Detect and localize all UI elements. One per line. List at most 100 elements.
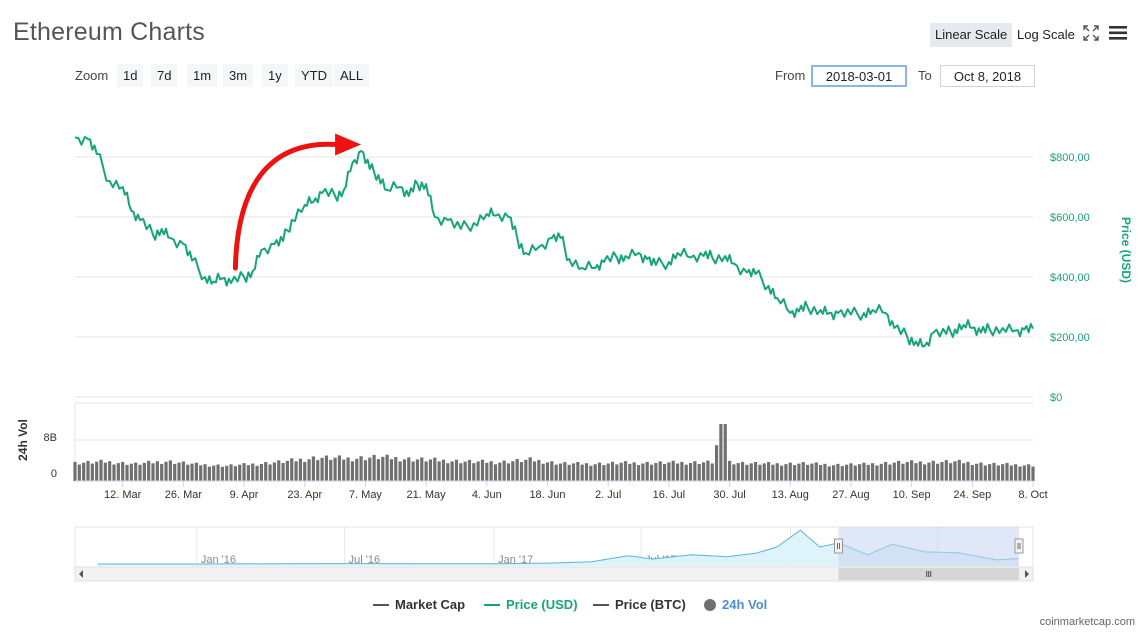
volume-bar	[697, 464, 701, 481]
y-tick-label: $400,00	[1050, 272, 1090, 284]
volume-bar	[424, 461, 428, 481]
volume-bar	[706, 460, 710, 481]
volume-bar	[766, 462, 771, 481]
volume-bar	[962, 463, 966, 481]
zoom-1m-button[interactable]: 1m	[187, 64, 218, 87]
x-tick-label: 30. Jul	[713, 489, 745, 501]
volume-bar	[493, 464, 498, 481]
volume-bar	[108, 461, 112, 481]
volume-bar	[277, 460, 281, 481]
from-date-input[interactable]	[811, 65, 907, 87]
volume-bar	[519, 462, 524, 481]
x-tick-label: 26. Mar	[165, 489, 203, 501]
volume-bar	[836, 463, 840, 481]
zoom-1d-button[interactable]: 1d	[117, 64, 144, 87]
volume-bar	[446, 463, 450, 481]
volume-bar	[298, 458, 303, 481]
volume-bar	[537, 460, 541, 481]
linear-scale-button[interactable]: Linear Scale	[930, 23, 1013, 47]
volume-bar	[923, 464, 927, 481]
zoom-1y-button[interactable]: 1y	[262, 64, 288, 87]
x-tick-label: 13. Aug	[772, 489, 809, 501]
menu-icon[interactable]	[1108, 24, 1128, 44]
volume-bar	[680, 461, 684, 481]
volume-bar	[554, 464, 558, 481]
volume-bar	[632, 462, 636, 481]
volume-bar	[823, 463, 827, 481]
volume-bar	[615, 464, 619, 481]
volume-bar	[246, 465, 250, 481]
volume-bar	[814, 462, 818, 481]
x-tick-label: 18. Jun	[529, 489, 565, 501]
volume-bar	[363, 460, 368, 481]
log-scale-button[interactable]: Log Scale	[1017, 27, 1075, 42]
volume-bar	[853, 465, 857, 481]
volume-bar	[515, 458, 519, 481]
volume-bar	[693, 461, 697, 481]
volume-bar	[571, 463, 576, 481]
volume-bar	[476, 461, 480, 481]
price-line	[74, 136, 1034, 348]
volume-bar	[584, 463, 589, 481]
volume-bar	[810, 463, 814, 481]
volume-bar	[545, 462, 550, 481]
zoom-7d-button[interactable]: 7d	[151, 64, 178, 87]
volume-bar	[181, 461, 185, 481]
volume-bar	[190, 463, 194, 481]
legend-price-usd[interactable]: Price (USD)	[484, 597, 578, 612]
volume-bar	[216, 464, 220, 481]
zoom-3m-button[interactable]: 3m	[223, 64, 254, 87]
volume-bar	[888, 464, 892, 481]
scroll-right-icon	[1025, 570, 1029, 578]
volume-bar	[684, 464, 688, 481]
volume-bar	[420, 457, 424, 481]
volume-bar	[957, 459, 961, 481]
volume-bar	[831, 465, 836, 481]
volume-bar	[329, 459, 333, 481]
volume-bar	[532, 461, 537, 481]
legend-price-btc[interactable]: Price (BTC)	[593, 597, 686, 612]
volume-bar	[502, 460, 506, 481]
x-tick-label: 12. Mar	[104, 489, 142, 501]
scroll-left-icon	[79, 570, 83, 578]
volume-bar	[342, 459, 346, 481]
volume-bar	[203, 464, 207, 481]
volume-bar	[264, 462, 268, 481]
volume-bar	[506, 463, 511, 481]
to-date-input[interactable]	[940, 65, 1035, 87]
volume-bar	[398, 461, 402, 481]
volume-bar	[975, 463, 979, 481]
volume-bar	[238, 464, 242, 481]
volume-bar	[259, 463, 263, 481]
volume-bar	[576, 461, 580, 481]
volume-bar	[901, 463, 905, 481]
volume-bar	[251, 463, 255, 481]
zoom-all-button[interactable]: ALL	[334, 64, 370, 87]
volume-bar	[233, 466, 237, 481]
navigator-label: Jan '16	[201, 554, 236, 566]
volume-bar	[732, 464, 736, 481]
volume-bar	[381, 456, 385, 481]
volume-bar	[589, 465, 593, 481]
volume-bar	[1027, 464, 1031, 481]
volume-bar	[385, 454, 389, 481]
fullscreen-icon[interactable]	[1082, 24, 1102, 44]
x-tick-label: 4. Jun	[472, 489, 502, 501]
volume-bar	[866, 464, 870, 481]
volume-bar	[996, 465, 1000, 481]
legend-market-cap[interactable]: Market Cap	[373, 597, 465, 612]
volume-bar	[99, 459, 103, 481]
volume-bar	[719, 424, 723, 481]
volume-bar	[884, 461, 888, 481]
volume-bar	[645, 461, 649, 481]
volume-bar	[151, 463, 155, 481]
volume-bar	[636, 465, 641, 481]
volume-bar	[949, 463, 953, 481]
volume-bar	[775, 463, 779, 481]
legend-24h-vol[interactable]: 24h Vol	[704, 597, 767, 612]
volume-bar	[619, 462, 623, 481]
volume-bar	[415, 459, 420, 481]
credit-link[interactable]: coinmarketcap.com	[1039, 616, 1135, 628]
zoom-ytd-button[interactable]: YTD	[295, 64, 333, 87]
